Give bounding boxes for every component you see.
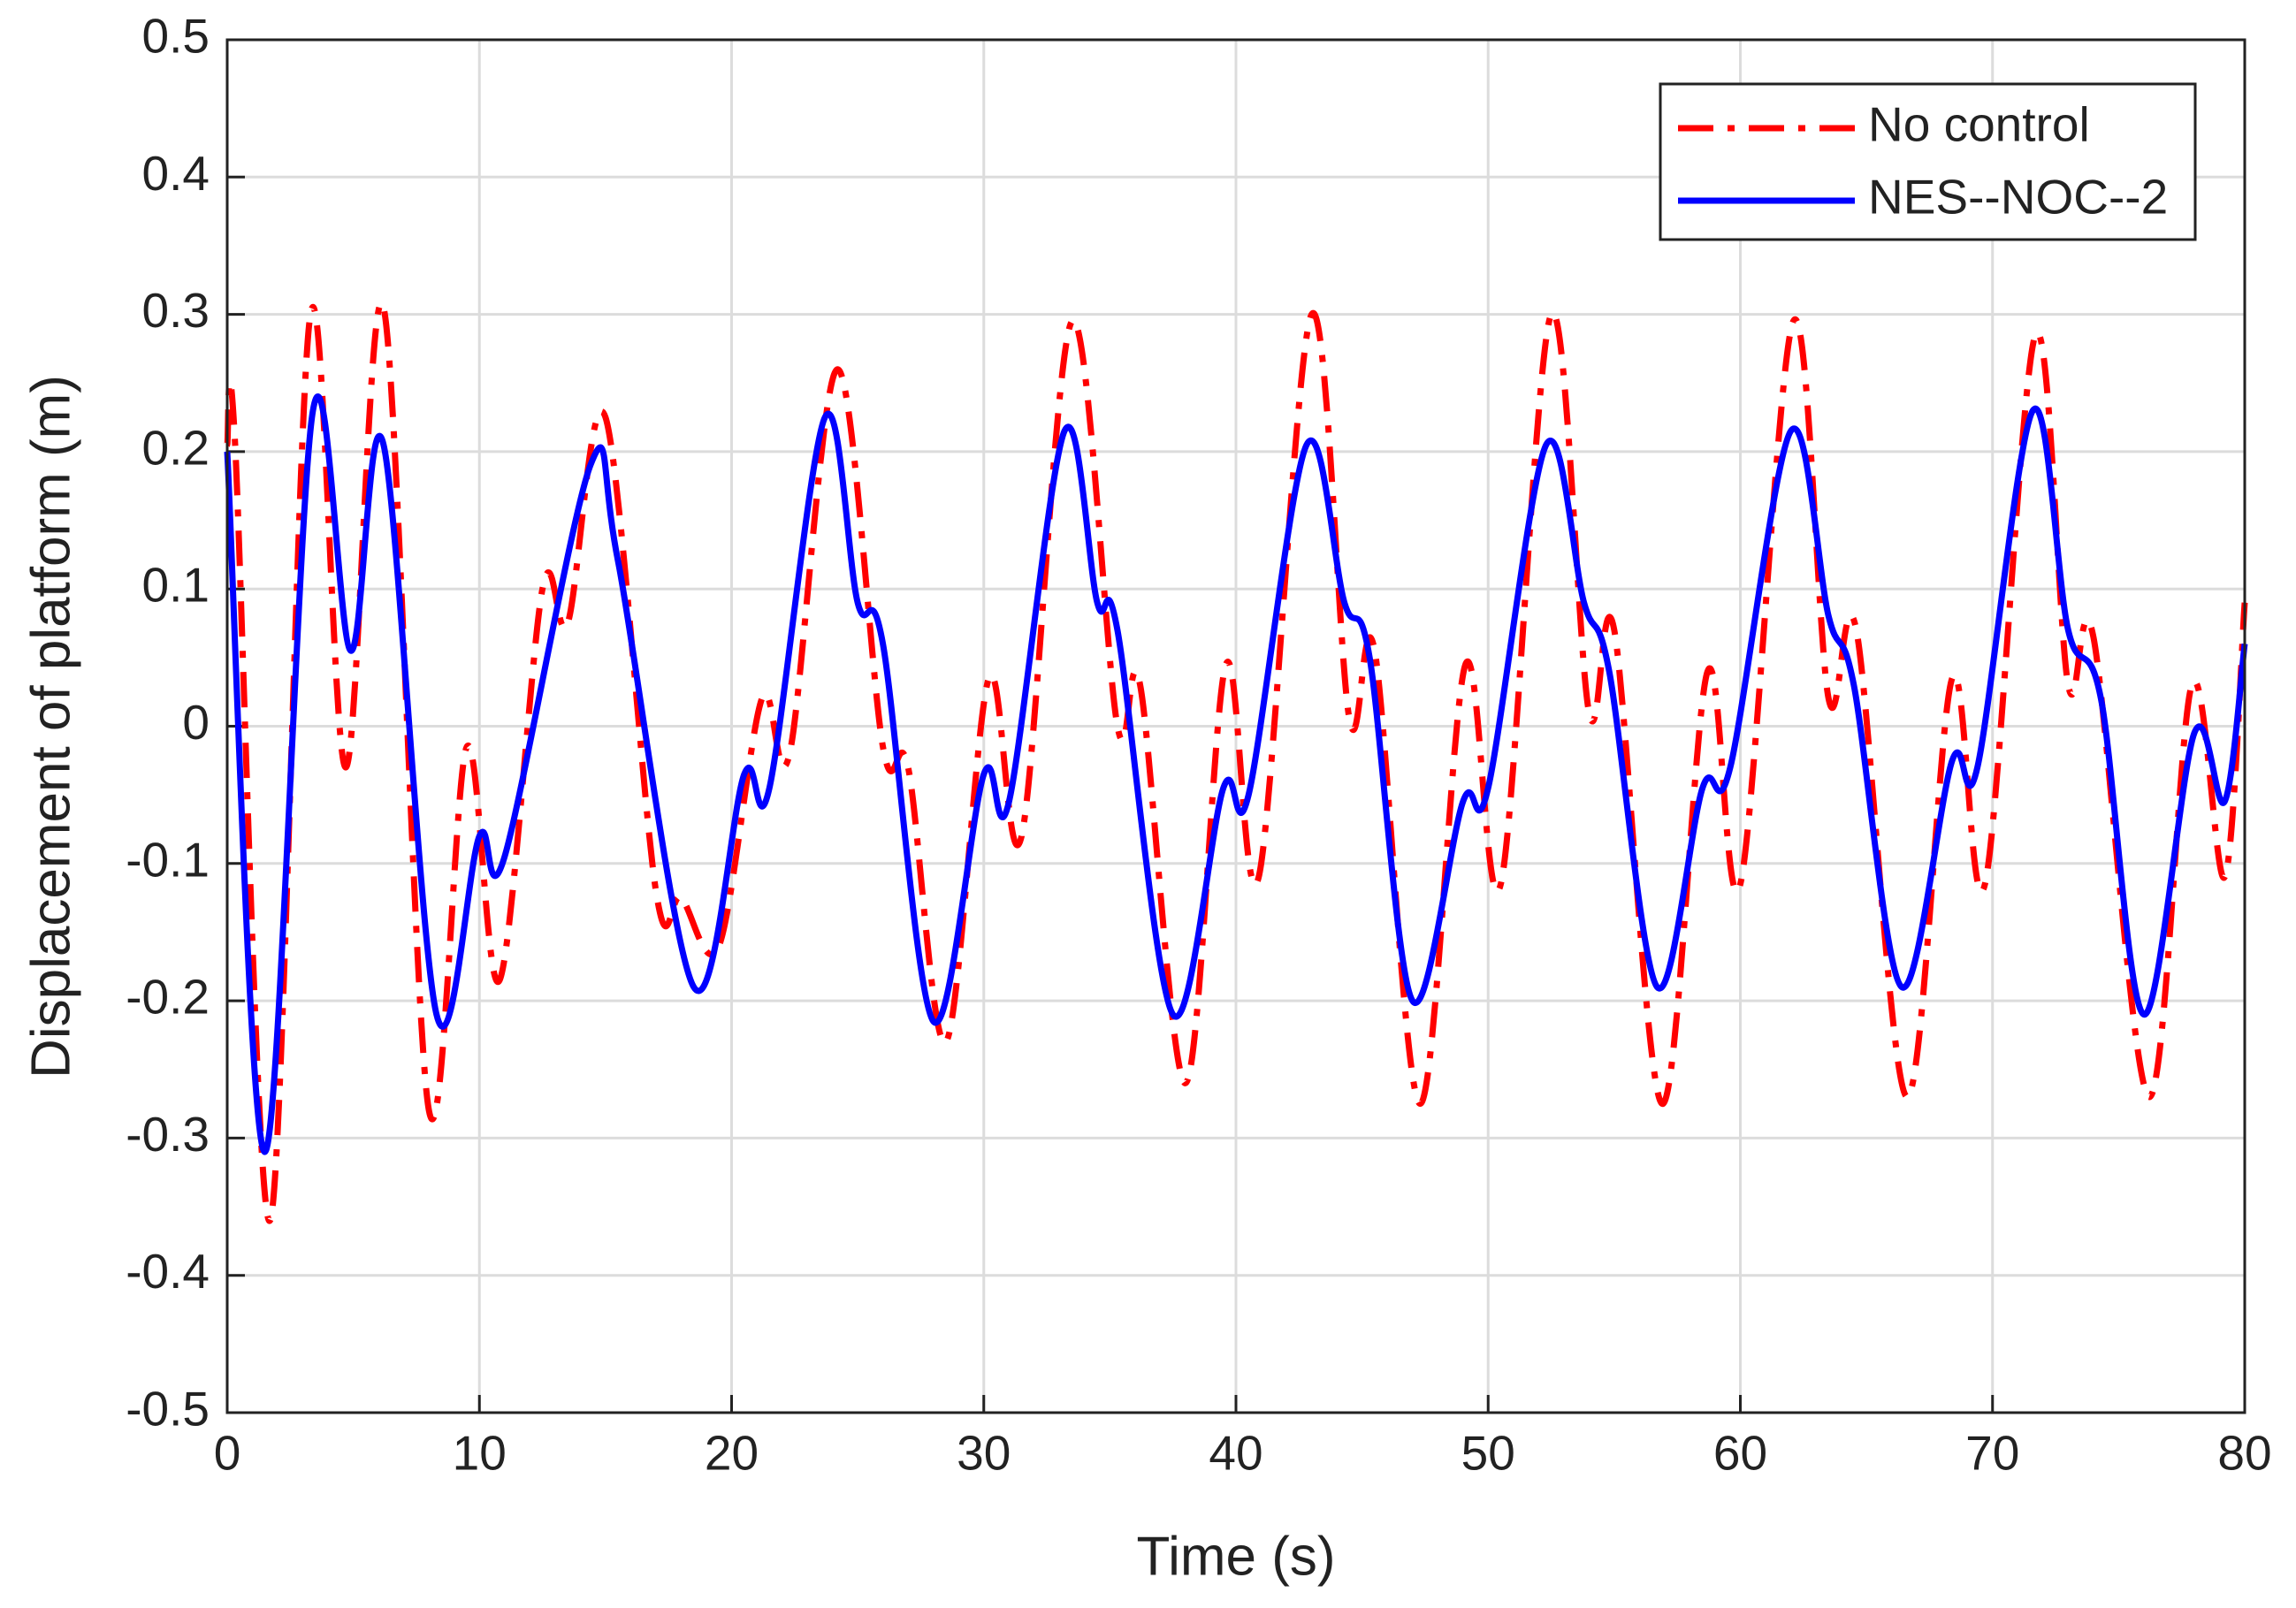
y-tick-label: 0.3: [142, 283, 210, 338]
x-tick-label: 20: [705, 1426, 759, 1481]
y-tick-label: -0.1: [126, 832, 210, 887]
legend-box: [1659, 82, 2197, 241]
x-tick-label: 60: [1713, 1426, 1767, 1481]
y-tick-label: 0: [182, 695, 210, 750]
plot-frame: [225, 38, 2246, 1414]
x-tick-label: 50: [1461, 1426, 1515, 1481]
y-tick-label: 0.5: [142, 9, 210, 64]
x-tick-label: 30: [957, 1426, 1011, 1481]
x-axis-label: Time (s): [1137, 1526, 1336, 1587]
y-tick-label: 0.2: [142, 420, 210, 475]
x-tick-label: 70: [1965, 1426, 2019, 1481]
line-series: [224, 393, 2248, 1155]
y-tick-label: 0.1: [142, 558, 210, 613]
y-tick-label: -0.2: [126, 970, 210, 1025]
x-tick-label: 10: [453, 1426, 507, 1481]
legend-label: No control: [1868, 97, 2090, 152]
x-tick-label: 0: [214, 1426, 241, 1481]
y-tick-label: -0.4: [126, 1244, 210, 1299]
y-tick-label: -0.5: [126, 1382, 210, 1437]
legend-label: NES--NOC--2: [1868, 170, 2168, 225]
x-tick-label: 80: [2217, 1426, 2271, 1481]
y-tick-label: 0.4: [142, 146, 210, 201]
y-axis-label: Displacement of platform (m): [20, 375, 81, 1078]
y-tick-label: -0.3: [126, 1107, 210, 1162]
x-tick-label: 40: [1209, 1426, 1262, 1481]
